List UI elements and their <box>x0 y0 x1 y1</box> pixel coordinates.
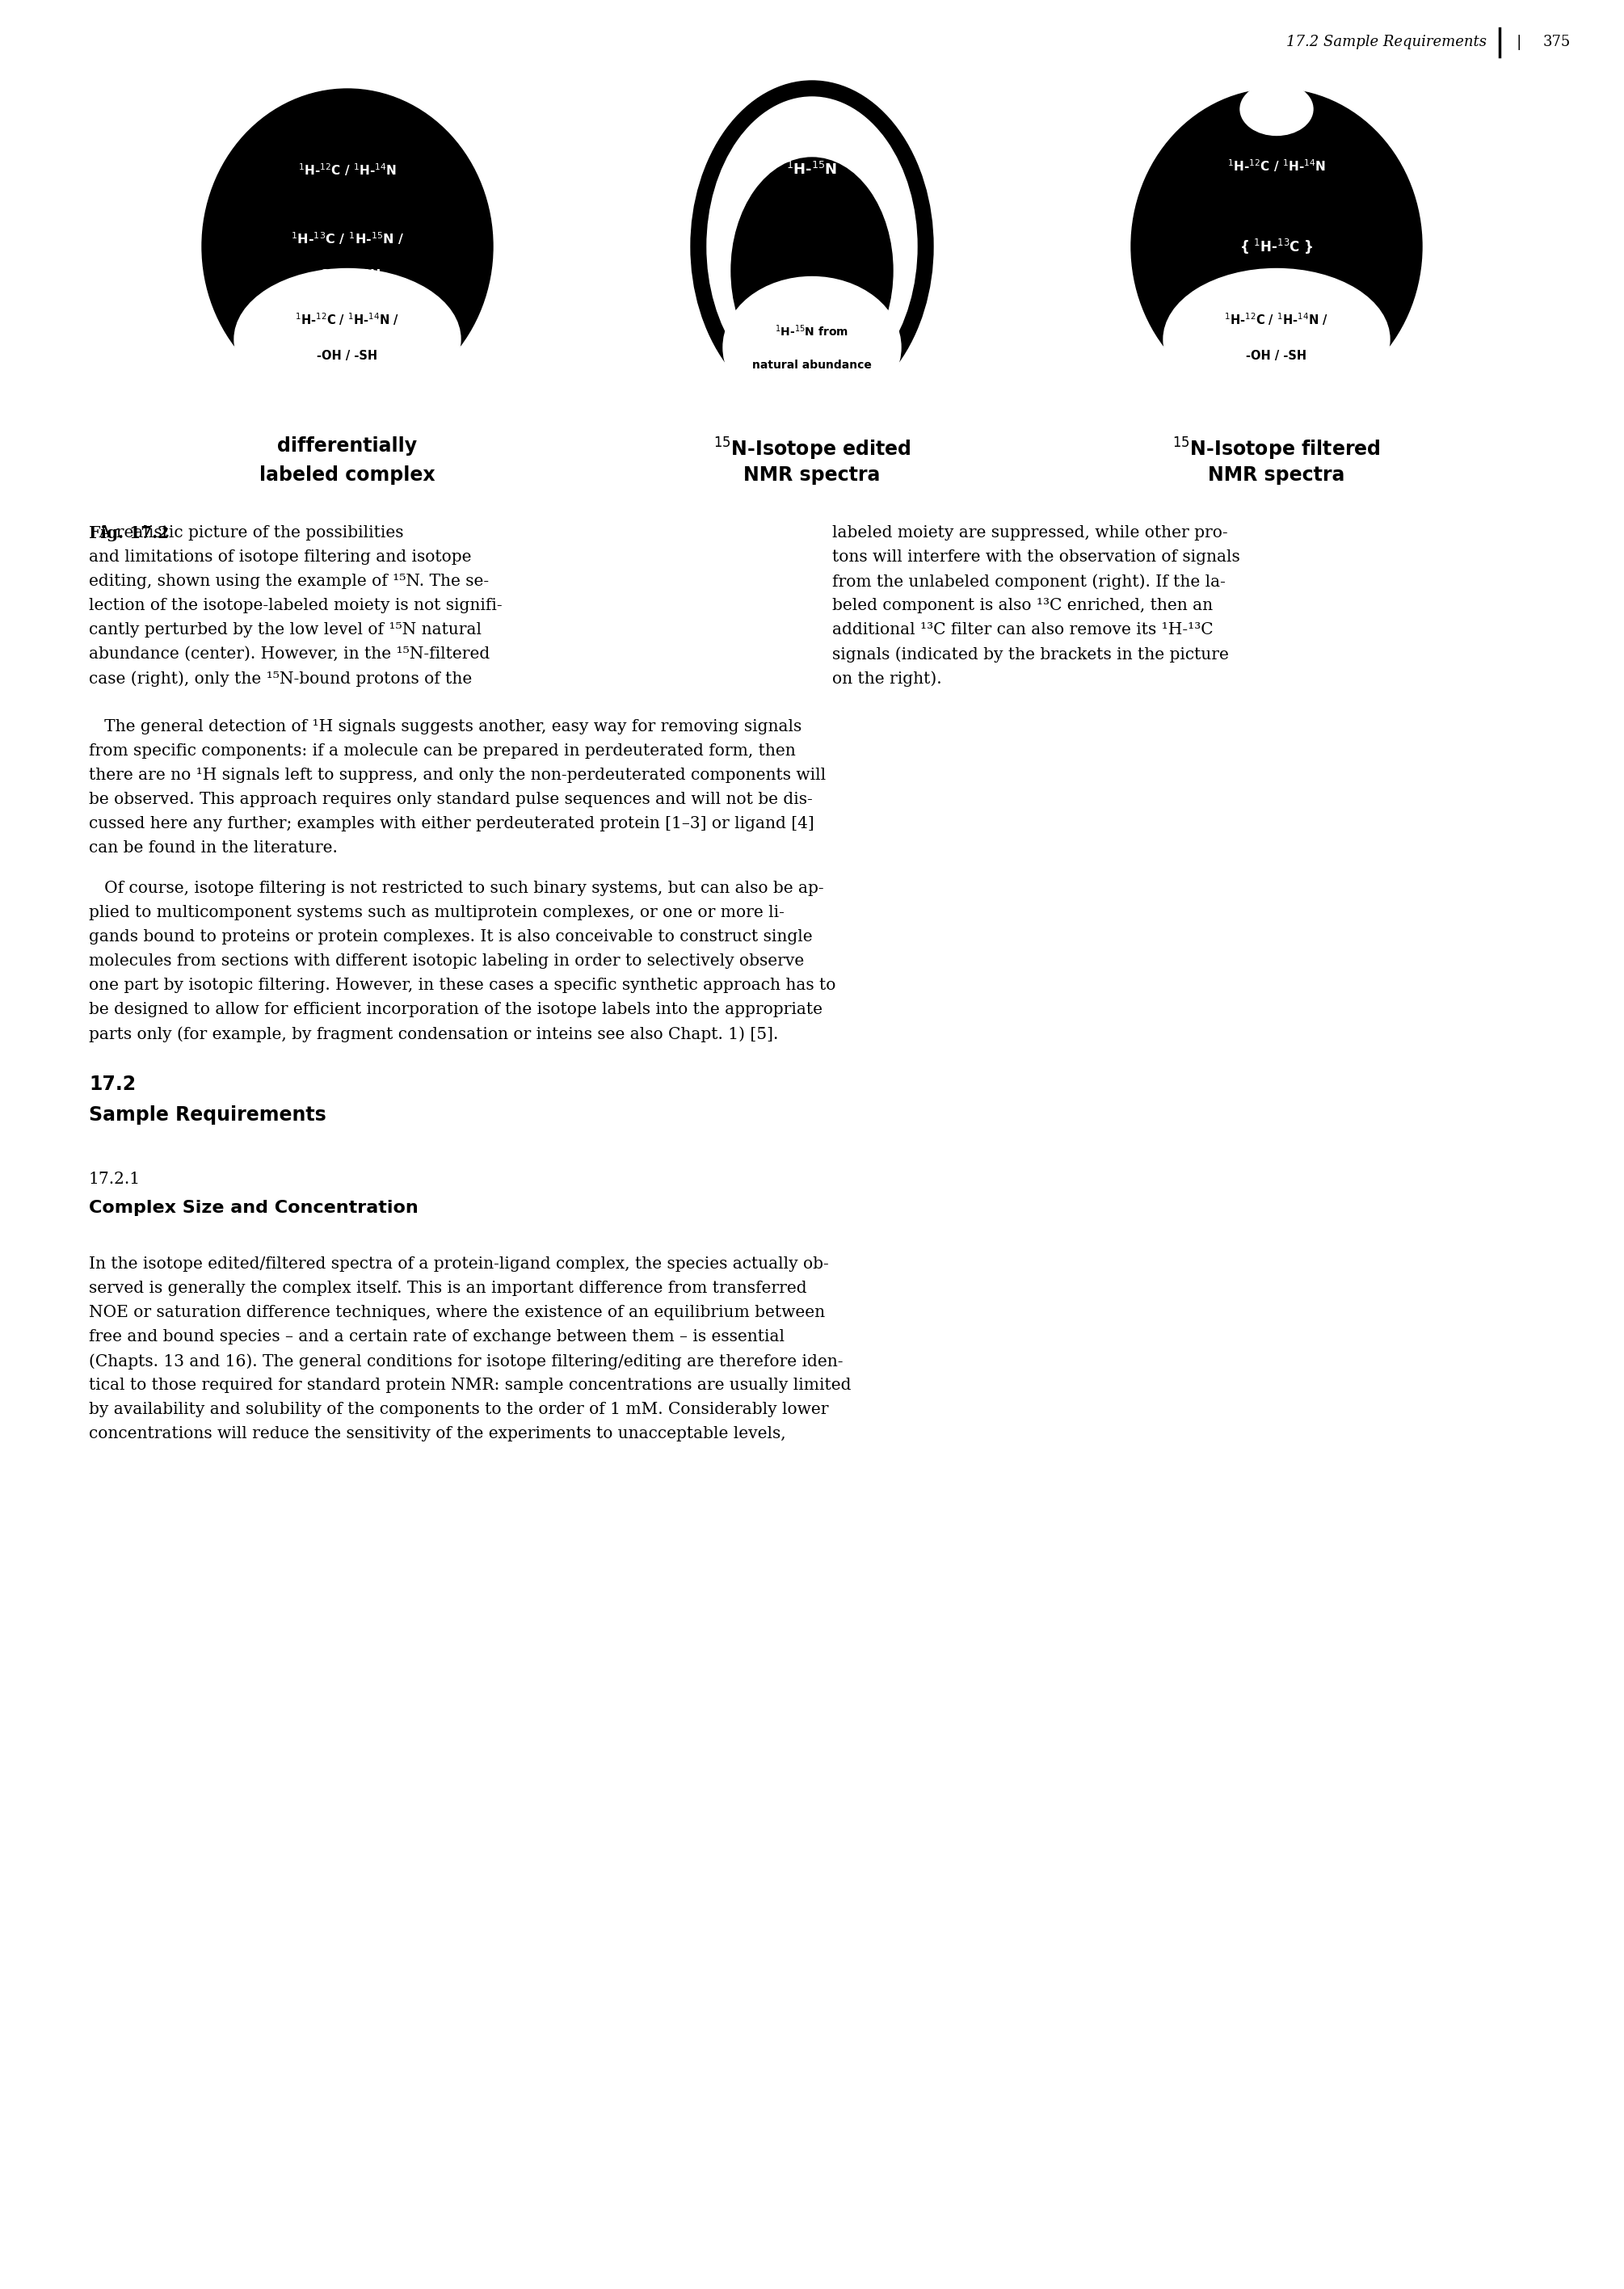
Text: labeled moiety are suppressed, while other pro-: labeled moiety are suppressed, while oth… <box>831 524 1228 540</box>
Text: Fig. 17.2: Fig. 17.2 <box>89 524 169 540</box>
Text: $^{15}$N-Isotope edited: $^{15}$N-Isotope edited <box>713 437 911 462</box>
Text: from the unlabeled component (right). If the la-: from the unlabeled component (right). If… <box>831 575 1226 591</box>
Text: -OH / -SH: -OH / -SH <box>1242 272 1311 286</box>
Text: plied to multicomponent systems such as multiprotein complexes, or one or more l: plied to multicomponent systems such as … <box>89 904 784 920</box>
Ellipse shape <box>201 89 492 403</box>
Text: one part by isotopic filtering. However, in these cases a specific synthetic app: one part by isotopic filtering. However,… <box>89 977 836 993</box>
Text: editing, shown using the example of ¹⁵N. The se-: editing, shown using the example of ¹⁵N.… <box>89 575 489 588</box>
Text: be observed. This approach requires only standard pulse sequences and will not b: be observed. This approach requires only… <box>89 792 812 808</box>
Text: A realistic picture of the possibilities: A realistic picture of the possibilities <box>89 524 404 540</box>
Text: tons will interfere with the observation of signals: tons will interfere with the observation… <box>831 549 1241 565</box>
Text: Of course, isotope filtering is not restricted to such binary systems, but can a: Of course, isotope filtering is not rest… <box>89 881 823 895</box>
Text: { $^1$H-$^{13}$C }: { $^1$H-$^{13}$C } <box>1239 238 1314 256</box>
Text: cantly perturbed by the low level of ¹⁵N natural: cantly perturbed by the low level of ¹⁵N… <box>89 623 482 639</box>
Text: In the isotope edited/filtered spectra of a protein-ligand complex, the species : In the isotope edited/filtered spectra o… <box>89 1257 828 1273</box>
Ellipse shape <box>1132 89 1423 403</box>
Text: concentrations will reduce the sensitivity of the experiments to unacceptable le: concentrations will reduce the sensitivi… <box>89 1426 786 1442</box>
Text: by availability and solubility of the components to the order of 1 mM. Considera: by availability and solubility of the co… <box>89 1401 828 1417</box>
Text: $^{15}$N-Isotope filtered: $^{15}$N-Isotope filtered <box>1173 437 1380 462</box>
Text: signals (indicated by the brackets in the picture: signals (indicated by the brackets in th… <box>831 645 1229 662</box>
Text: -OH / -SH: -OH / -SH <box>317 350 378 362</box>
Text: (Chapts. 13 and 16). The general conditions for isotope filtering/editing are th: (Chapts. 13 and 16). The general conditi… <box>89 1353 843 1369</box>
Text: NOE or saturation difference techniques, where the existence of an equilibrium b: NOE or saturation difference techniques,… <box>89 1305 825 1321</box>
Ellipse shape <box>1241 82 1312 135</box>
Text: $^1$H-$^{12}$C / $^1$H-$^{14}$N /: $^1$H-$^{12}$C / $^1$H-$^{14}$N / <box>296 311 400 327</box>
Ellipse shape <box>690 80 934 412</box>
Ellipse shape <box>706 96 918 396</box>
Text: -OH / -SH: -OH / -SH <box>1246 350 1307 362</box>
Text: beled component is also ¹³C enriched, then an: beled component is also ¹³C enriched, th… <box>831 597 1213 613</box>
Text: additional ¹³C filter can also remove its ¹H-¹³C: additional ¹³C filter can also remove it… <box>831 623 1213 639</box>
Text: $^1$H-$^{12}$C / $^1$H-$^{14}$N: $^1$H-$^{12}$C / $^1$H-$^{14}$N <box>299 163 396 179</box>
Text: $^1$H-$^{15}$N from: $^1$H-$^{15}$N from <box>775 323 849 339</box>
Text: from specific components: if a molecule can be prepared in perdeuterated form, t: from specific components: if a molecule … <box>89 744 796 758</box>
Text: case (right), only the ¹⁵N-bound protons of the: case (right), only the ¹⁵N-bound protons… <box>89 671 473 687</box>
Text: gands bound to proteins or protein complexes. It is also conceivable to construc: gands bound to proteins or protein compl… <box>89 929 812 945</box>
Text: The general detection of ¹H signals suggests another, easy way for removing sign: The general detection of ¹H signals sugg… <box>89 719 802 735</box>
Ellipse shape <box>731 158 893 385</box>
Text: served is generally the complex itself. This is an important difference from tra: served is generally the complex itself. … <box>89 1280 807 1296</box>
Text: parts only (for example, by fragment condensation or inteins see also Chapt. 1) : parts only (for example, by fragment con… <box>89 1025 778 1041</box>
Text: 17.2.1: 17.2.1 <box>89 1172 141 1188</box>
Text: $^1$H-$^{12}$C / $^1$H-$^{14}$N /: $^1$H-$^{12}$C / $^1$H-$^{14}$N / <box>1224 311 1328 327</box>
Text: 375: 375 <box>1543 34 1570 50</box>
Ellipse shape <box>723 277 901 419</box>
Text: lection of the isotope-labeled moiety is not signifi-: lection of the isotope-labeled moiety is… <box>89 597 502 613</box>
Text: 17.2 Sample Requirements: 17.2 Sample Requirements <box>1286 34 1486 50</box>
Text: tical to those required for standard protein NMR: sample concentrations are usua: tical to those required for standard pro… <box>89 1378 851 1394</box>
Text: NMR spectra: NMR spectra <box>744 465 880 485</box>
Text: -OH / -SH: -OH / -SH <box>313 268 380 282</box>
Text: and limitations of isotope filtering and isotope: and limitations of isotope filtering and… <box>89 549 471 565</box>
Text: differentially: differentially <box>278 437 417 456</box>
Text: molecules from sections with different isotopic labeling in order to selectively: molecules from sections with different i… <box>89 955 804 968</box>
Text: can be found in the literature.: can be found in the literature. <box>89 840 338 856</box>
Text: |: | <box>1517 34 1522 50</box>
Text: $^1$H-$^{12}$C / $^1$H-$^{14}$N: $^1$H-$^{12}$C / $^1$H-$^{14}$N <box>1228 158 1325 174</box>
Text: Complex Size and Concentration: Complex Size and Concentration <box>89 1199 419 1215</box>
Text: $^1$H-$^{15}$N: $^1$H-$^{15}$N <box>786 163 838 179</box>
Ellipse shape <box>234 268 461 410</box>
Text: free and bound species – and a certain rate of exchange between them – is essent: free and bound species – and a certain r… <box>89 1330 784 1344</box>
Ellipse shape <box>1163 268 1390 410</box>
Text: $^1$H-$^{13}$C / $^1$H-$^{15}$N /: $^1$H-$^{13}$C / $^1$H-$^{15}$N / <box>291 231 404 247</box>
Text: labeled complex: labeled complex <box>260 465 435 485</box>
Text: be designed to allow for efficient incorporation of the isotope labels into the : be designed to allow for efficient incor… <box>89 1003 822 1016</box>
Text: 17.2: 17.2 <box>89 1074 136 1094</box>
Text: Sample Requirements: Sample Requirements <box>89 1106 326 1124</box>
Text: abundance (center). However, in the ¹⁵N-filtered: abundance (center). However, in the ¹⁵N-… <box>89 645 490 662</box>
Text: NMR spectra: NMR spectra <box>1208 465 1345 485</box>
Text: on the right).: on the right). <box>831 671 942 687</box>
Text: natural abundance: natural abundance <box>752 359 872 371</box>
Text: there are no ¹H signals left to suppress, and only the non-perdeuterated compone: there are no ¹H signals left to suppress… <box>89 767 827 783</box>
Text: cussed here any further; examples with either perdeuterated protein [1–3] or lig: cussed here any further; examples with e… <box>89 817 814 831</box>
